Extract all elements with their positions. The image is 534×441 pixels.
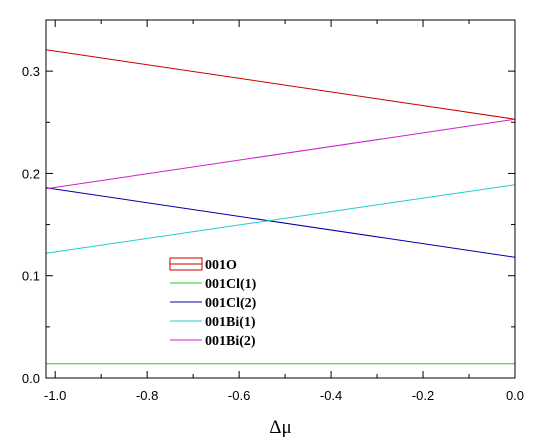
y-tick-label: 0.3 xyxy=(22,64,40,79)
series-line-0 xyxy=(45,49,516,120)
plot-lines xyxy=(45,49,516,365)
y-tick-label: 0.2 xyxy=(22,166,40,181)
legend-label: 001Bi(1) xyxy=(205,315,256,330)
y-tick-label: 0.1 xyxy=(22,269,40,284)
x-tick-label: -0.2 xyxy=(412,388,434,403)
series-line-3 xyxy=(45,184,516,254)
x-tick-label: -1.0 xyxy=(44,388,66,403)
x-tick-label: -0.6 xyxy=(228,388,250,403)
y-tick-label: 0.0 xyxy=(22,371,40,386)
legend-label: 001O xyxy=(205,258,237,273)
axes xyxy=(45,19,516,379)
y-tick-labels: 0.0 0.1 0.2 0.3 xyxy=(22,64,40,386)
plot-frame xyxy=(45,19,516,379)
series-line-4 xyxy=(45,118,516,190)
x-axis-title: Δμ xyxy=(269,417,291,438)
x-tick-labels: -1.0 -0.8 -0.6 -0.4 -0.2 0.0 xyxy=(44,388,524,403)
legend-label: 001Cl(2) xyxy=(205,296,257,311)
x-tick-label: 0.0 xyxy=(506,388,524,403)
x-tick-label: -0.8 xyxy=(136,388,158,403)
x-tick-label: -0.4 xyxy=(320,388,342,403)
legend-label: 001Cl(1) xyxy=(205,277,257,292)
legend: 001O 001Cl(1) 001Cl(2) 001Bi(1) 001Bi(2) xyxy=(169,257,257,349)
series-line-2 xyxy=(45,187,516,258)
legend-label: 001Bi(2) xyxy=(205,334,256,349)
